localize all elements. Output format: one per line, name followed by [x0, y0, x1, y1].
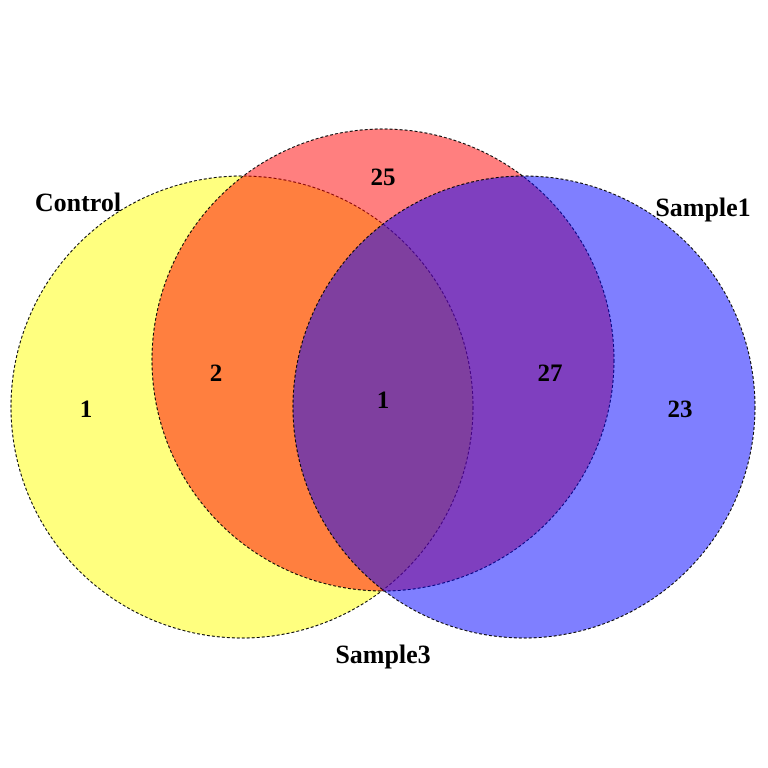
region-count-control-only: 1 [80, 396, 93, 423]
set-label-sample1: Sample1 [655, 193, 750, 222]
region-count-sample3-only: 25 [371, 164, 396, 191]
set-label-sample3: Sample3 [335, 640, 430, 669]
region-count-sample1-only: 23 [668, 396, 693, 423]
set-label-control: Control [35, 188, 121, 217]
region-count-sample3-sample1: 27 [538, 360, 563, 387]
region-count-control-sample3: 2 [210, 360, 223, 387]
set-circle-sample1 [292, 175, 756, 639]
region-count-all-three: 1 [377, 387, 390, 414]
